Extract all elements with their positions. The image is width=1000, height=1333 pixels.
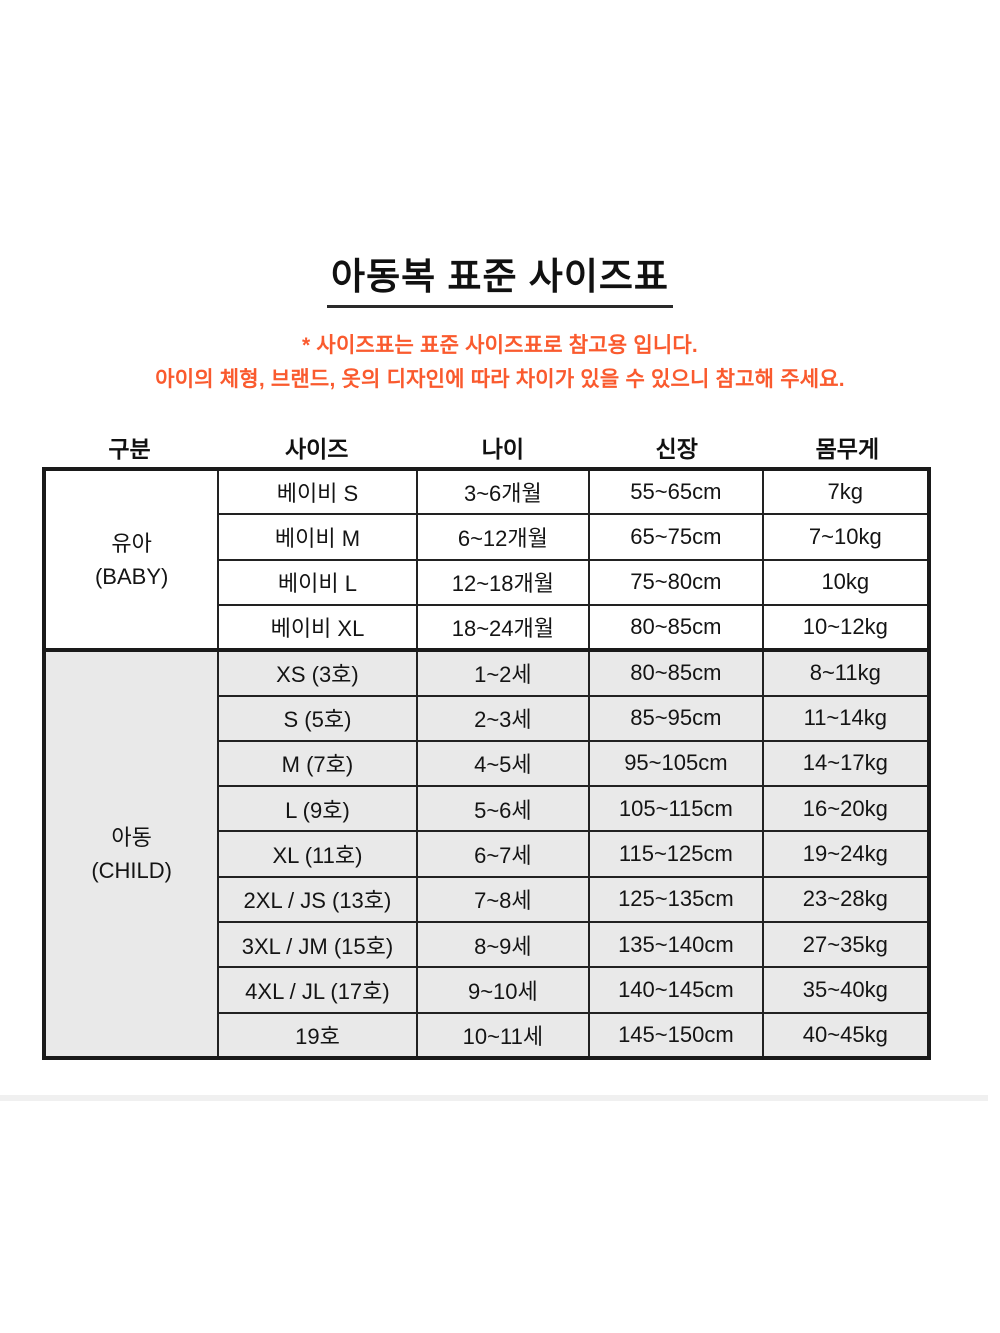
baby-group: 유아 (BABY) 베이비 S 3~6개월 55~65cm 7kg 베이비 M … xyxy=(42,467,931,652)
group-cell-child: 아동 (CHILD) xyxy=(42,648,220,1059)
cell-height: 80~85cm xyxy=(588,648,764,697)
bottom-divider xyxy=(0,1095,988,1101)
cell-weight: 11~14kg xyxy=(761,694,931,742)
cell-height: 145~150cm xyxy=(588,1011,764,1060)
table-row: 4XL / JL (17호) 9~10세 140~145cm 35~40kg xyxy=(44,966,931,1014)
header-cell-category: 구분 xyxy=(108,436,151,462)
cell-weight: 16~20kg xyxy=(761,785,931,833)
cell-height: 95~105cm xyxy=(588,739,764,788)
child-group: 아동 (CHILD) XS (3호) 1~2세 80~85cm 8~11kg S… xyxy=(42,648,931,1060)
cell-size: XS (3호) xyxy=(217,648,418,697)
cell-age: 2~3세 xyxy=(415,694,591,742)
cell-weight: 10kg xyxy=(761,558,931,606)
cell-size: 19호 xyxy=(217,1011,418,1060)
cell-size: 베이비 M xyxy=(217,513,418,561)
notice-line-2: 아이의 체형, 브랜드, 옷의 디자인에 따라 차이가 있을 수 있으니 참고해… xyxy=(155,368,845,391)
cell-size: L (9호) xyxy=(217,785,418,833)
cell-weight: 14~17kg xyxy=(761,739,931,788)
group-label-kr: 유아 xyxy=(111,530,152,556)
cell-height: 125~135cm xyxy=(588,875,764,924)
page-title: 아동복 표준 사이즈표 xyxy=(327,246,673,308)
table-row: 2XL / JS (13호) 7~8세 125~135cm 23~28kg xyxy=(44,875,931,924)
cell-size: M (7호) xyxy=(217,739,418,788)
size-table: 유아 (BABY) 베이비 S 3~6개월 55~65cm 7kg 베이비 M … xyxy=(42,467,931,1060)
cell-age: 1~2세 xyxy=(415,648,591,697)
cell-size: 베이비 XL xyxy=(217,603,418,652)
cell-age: 3~6개월 xyxy=(415,467,591,516)
group-cell-baby: 유아 (BABY) xyxy=(42,467,220,652)
cell-age: 18~24개월 xyxy=(415,603,591,652)
group-label-kr: 아동 xyxy=(111,825,152,851)
cell-height: 140~145cm xyxy=(588,966,764,1014)
group-label-en: (BABY) xyxy=(94,563,169,589)
cell-height: 80~85cm xyxy=(588,603,764,652)
cell-age: 12~18개월 xyxy=(415,558,591,606)
header-cell-age: 나이 xyxy=(481,436,525,462)
page-title-wrap: 아동복 표준 사이즈표 xyxy=(0,246,1000,308)
cell-size: S (5호) xyxy=(217,694,418,742)
cell-weight: 10~12kg xyxy=(761,603,931,652)
cell-size: 3XL / JM (15호) xyxy=(217,920,418,969)
table-row: 베이비 M 6~12개월 65~75cm 7~10kg xyxy=(44,513,931,561)
table-row: M (7호) 4~5세 95~105cm 14~17kg xyxy=(44,739,931,788)
cell-age: 8~9세 xyxy=(415,920,591,969)
cell-size: XL (11호) xyxy=(217,830,418,878)
size-table-header-row: 구분 사이즈 나이 신장 몸무게 xyxy=(42,430,931,464)
cell-weight: 35~40kg xyxy=(761,966,931,1014)
cell-weight: 27~35kg xyxy=(761,920,931,969)
table-row: 3XL / JM (15호) 8~9세 135~140cm 27~35kg xyxy=(44,920,931,969)
table-row: 베이비 XL 18~24개월 80~85cm 10~12kg xyxy=(44,603,931,652)
cell-height: 85~95cm xyxy=(588,694,764,742)
table-row: 아동 (CHILD) XS (3호) 1~2세 80~85cm 8~11kg xyxy=(42,648,931,1059)
cell-weight: 40~45kg xyxy=(761,1011,931,1060)
header-cell-size: 사이즈 xyxy=(284,436,349,462)
cell-size: 베이비 S xyxy=(217,467,418,516)
cell-age: 9~10세 xyxy=(415,966,591,1014)
cell-height: 105~115cm xyxy=(588,785,764,833)
header-cell-height: 신장 xyxy=(655,436,698,462)
cell-age: 6~7세 xyxy=(415,830,591,878)
cell-age: 10~11세 xyxy=(415,1011,591,1060)
cell-height: 55~65cm xyxy=(588,467,764,516)
table-row: 베이비 L 12~18개월 75~80cm 10kg xyxy=(44,558,931,606)
table-row: S (5호) 2~3세 85~95cm 11~14kg xyxy=(44,694,931,742)
cell-weight: 7kg xyxy=(761,467,931,516)
cell-size: 베이비 L xyxy=(217,558,418,606)
cell-size: 2XL / JS (13호) xyxy=(217,875,418,924)
table-row: XL (11호) 6~7세 115~125cm 19~24kg xyxy=(44,830,931,878)
cell-weight: 23~28kg xyxy=(761,875,931,924)
cell-age: 6~12개월 xyxy=(415,513,591,561)
cell-height: 115~125cm xyxy=(588,830,764,878)
cell-height: 135~140cm xyxy=(588,920,764,969)
cell-weight: 7~10kg xyxy=(761,513,931,561)
cell-age: 5~6세 xyxy=(415,785,591,833)
cell-weight: 19~24kg xyxy=(761,830,931,878)
cell-age: 7~8세 xyxy=(415,875,591,924)
table-row: 19호 10~11세 145~150cm 40~45kg xyxy=(44,1011,931,1060)
notice-line-1: * 사이즈표는 표준 사이즈표로 참고용 입니다. xyxy=(302,334,698,357)
group-label-en: (CHILD) xyxy=(91,858,172,884)
cell-height: 65~75cm xyxy=(588,513,764,561)
table-row: L (9호) 5~6세 105~115cm 16~20kg xyxy=(44,785,931,833)
cell-age: 4~5세 xyxy=(415,739,591,788)
cell-height: 75~80cm xyxy=(588,558,764,606)
header-cell-weight: 몸무게 xyxy=(815,436,880,462)
cell-weight: 8~11kg xyxy=(761,648,931,697)
cell-size: 4XL / JL (17호) xyxy=(217,966,418,1014)
table-row: 유아 (BABY) 베이비 S 3~6개월 55~65cm 7kg xyxy=(42,467,931,652)
